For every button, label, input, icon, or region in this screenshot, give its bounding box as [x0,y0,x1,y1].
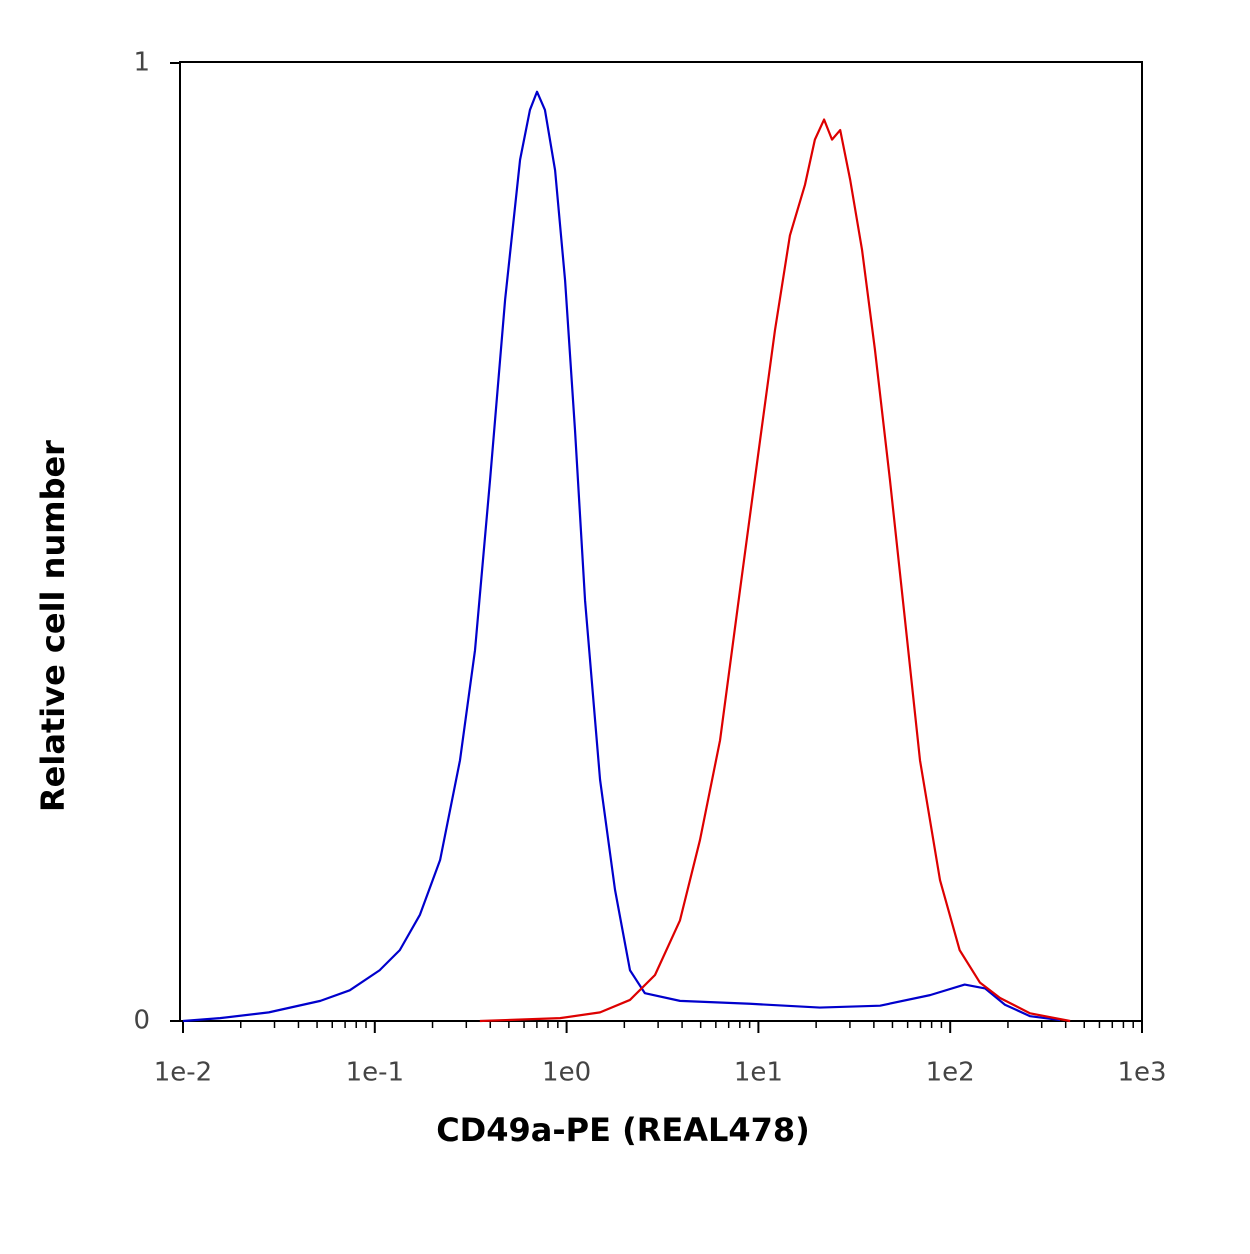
y-tick-label: 0 [133,1006,150,1036]
plot-frame [179,61,1143,1022]
x-axis-title: CD49a-PE (REAL478) [436,1111,810,1149]
x-tick-label: 1e1 [734,1058,783,1088]
y-axis-title: Relative cell number [34,440,72,812]
x-tick-label: 1e2 [926,1058,975,1088]
x-tick-label: 1e-2 [154,1058,212,1088]
x-tick-label: 1e-1 [346,1058,404,1088]
histogram-line [182,90,1061,1023]
x-tick-label: 1e3 [1117,1058,1166,1088]
x-tick-label: 1e0 [542,1058,591,1088]
histogram-line [479,118,1071,1023]
y-tick-label: 1 [133,48,150,78]
